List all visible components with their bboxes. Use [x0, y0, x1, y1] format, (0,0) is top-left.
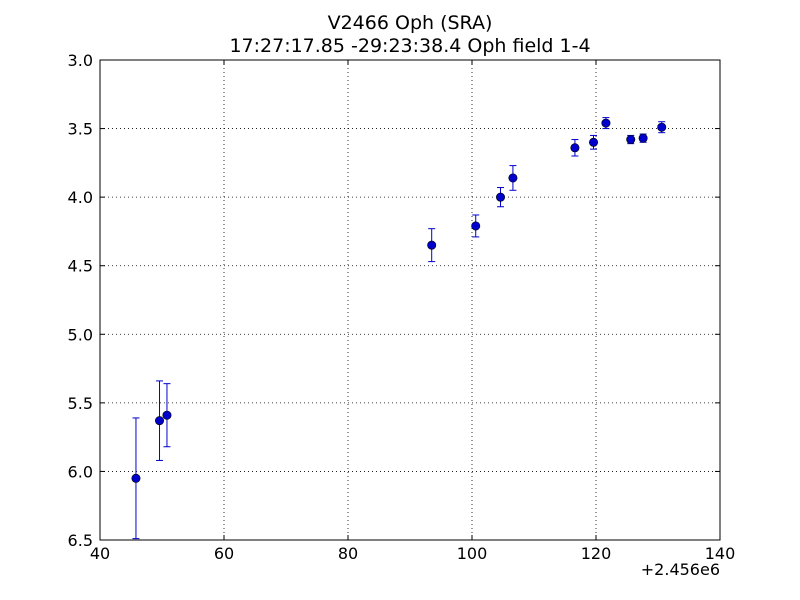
axis-ticks: 40 60 80 100 120 140 3.0 3.5 4.0 4.5 5.0 5.5 6.0 6.5 — [68, 51, 736, 563]
chart-title: V2466 Oph (SRA) — [328, 12, 493, 34]
chart-subtitle: 17:27:17.85 -29:23:38.4 Oph field 1-4 — [229, 35, 590, 57]
data-point — [471, 221, 481, 231]
plot-frame — [99, 59, 721, 541]
x-tick-label: 60 — [214, 544, 234, 563]
x-tick-label: 40 — [90, 544, 110, 563]
data-point — [162, 410, 172, 420]
y-tick-label: 4.0 — [68, 188, 93, 207]
data-point — [638, 133, 648, 143]
y-tick-label: 6.0 — [68, 462, 93, 481]
y-tick-label: 6.5 — [68, 531, 93, 550]
y-tick-label: 5.0 — [68, 325, 93, 344]
data-point — [626, 135, 636, 145]
data-point — [427, 240, 437, 250]
y-tick-label: 5.5 — [68, 394, 93, 413]
data-points — [131, 118, 667, 483]
plot-area — [100, 60, 720, 540]
x-tick-label: 120 — [581, 544, 612, 563]
x-tick-label: 140 — [705, 544, 736, 563]
x-tick-label: 100 — [457, 544, 488, 563]
x-axis-offset-label: +2.456e6 — [641, 560, 720, 579]
data-point — [496, 192, 506, 202]
data-point — [508, 173, 518, 183]
data-point — [131, 473, 141, 483]
data-point — [589, 137, 599, 147]
data-point — [601, 118, 611, 128]
y-tick-label: 3.0 — [68, 51, 93, 70]
x-tick-label: 80 — [338, 544, 358, 563]
data-point — [570, 143, 580, 153]
y-tick-label: 4.5 — [68, 257, 93, 276]
y-tick-label: 3.5 — [68, 120, 93, 139]
data-point — [155, 416, 165, 426]
data-point — [657, 122, 667, 132]
